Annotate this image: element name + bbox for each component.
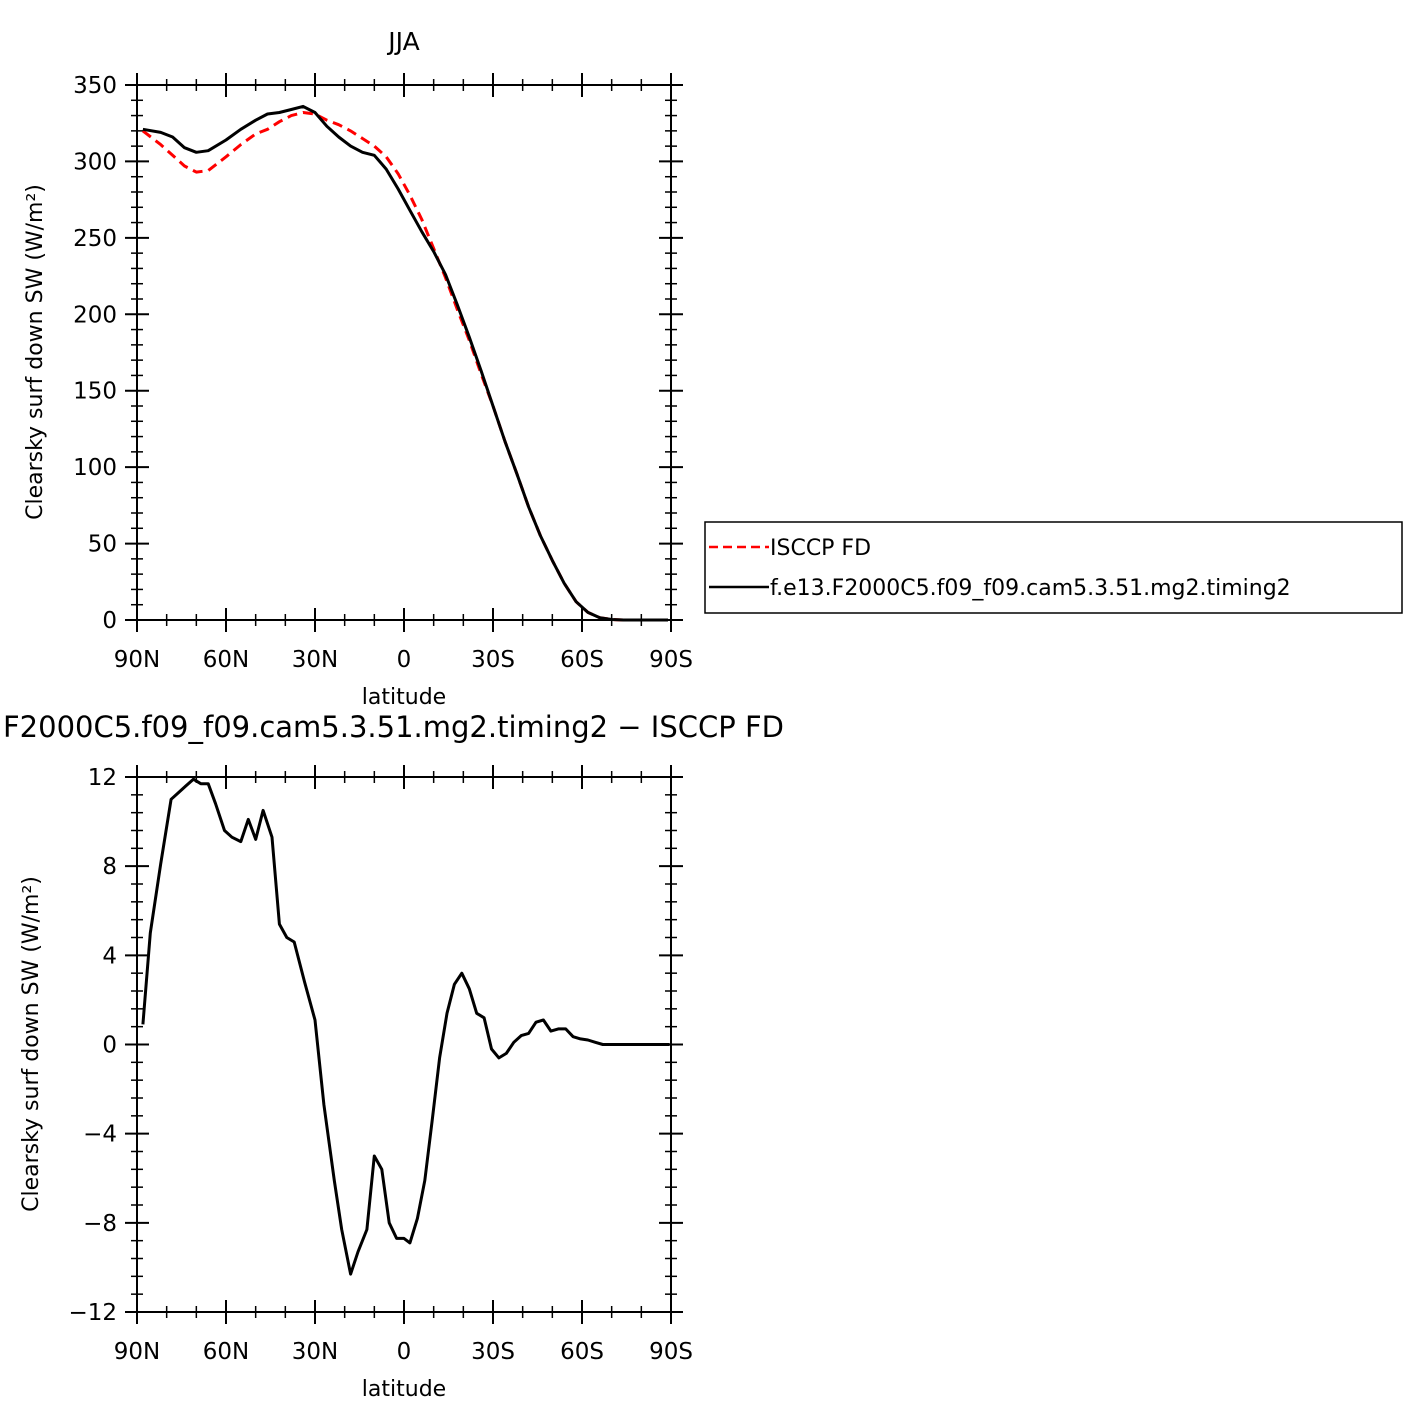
top-ytick-label: 150	[73, 379, 117, 405]
top-xtick-label: 90N	[114, 647, 160, 673]
legend-label-isccp: ISCCP FD	[770, 536, 871, 561]
top-xtick-label: 30N	[292, 647, 338, 673]
bottom-ytick-label: 8	[102, 854, 117, 880]
bottom-xtick-label: 90N	[114, 1339, 160, 1365]
bottom-ytick-label: 0	[102, 1033, 117, 1059]
top-ytick-label: 50	[88, 532, 117, 558]
bottom-xtick-label: 60S	[560, 1339, 604, 1365]
top-plot-frame	[136, 84, 672, 621]
bottom-ytick-label: −4	[83, 1122, 117, 1148]
top-y-tick-labels: 0 50 100 150 200 250 300 350	[73, 73, 117, 634]
bottom-ytick-label: 12	[88, 765, 117, 791]
bottom-x-tick-labels: 90N 60N 30N 0 30S 60S 90S	[114, 1339, 693, 1365]
top-ytick-label: 350	[73, 73, 117, 99]
top-ytick-label: 250	[73, 226, 117, 252]
top-y-axis-label: Clearsky surf down SW (W/m²)	[23, 184, 48, 520]
top-series-lines	[141, 104, 668, 622]
top-panel: JJA 0 50 100 150 200 250 300 350 90N 60N 30N 0 30S 6…	[23, 27, 693, 710]
top-axis-ticks	[125, 73, 683, 632]
top-series-line-1	[142, 104, 668, 622]
bottom-series-line-0	[141, 777, 670, 1276]
top-x-axis-label: latitude	[362, 685, 446, 710]
bottom-series-lines	[141, 777, 670, 1276]
top-chart-title: JJA	[386, 27, 419, 56]
bottom-xtick-label: 90S	[649, 1339, 693, 1365]
bottom-xtick-label: 60N	[203, 1339, 249, 1365]
legend-label-model: f.e13.F2000C5.f09_f09.cam5.3.51.mg2.timi…	[770, 576, 1291, 601]
bottom-chart-title: F2000C5.f09_f09.cam5.3.51.mg2.timing2 − …	[3, 710, 784, 744]
top-x-tick-labels: 90N 60N 30N 0 30S 60S 90S	[114, 647, 693, 673]
top-xtick-label: 60N	[203, 647, 249, 673]
top-series-line-0	[141, 111, 668, 622]
top-ytick-label: 300	[73, 149, 117, 175]
bottom-ytick-label: 4	[102, 943, 117, 969]
bottom-xtick-label: 30N	[292, 1339, 338, 1365]
legend: ISCCP FD f.e13.F2000C5.f09_f09.cam5.3.51…	[704, 521, 1403, 614]
top-xtick-label: 60S	[560, 647, 604, 673]
bottom-xtick-label: 30S	[471, 1339, 515, 1365]
bottom-panel: F2000C5.f09_f09.cam5.3.51.mg2.timing2 − …	[3, 710, 784, 1402]
bottom-ytick-label: −8	[83, 1211, 117, 1237]
bottom-ytick-label: −12	[68, 1300, 117, 1326]
top-ytick-label: 200	[73, 302, 117, 328]
top-xtick-label: 90S	[649, 647, 693, 673]
top-xtick-label: 0	[397, 647, 412, 673]
bottom-x-axis-label: latitude	[362, 1377, 446, 1402]
legend-box	[704, 521, 1403, 614]
bottom-y-axis-label: Clearsky surf down SW (W/m²)	[19, 876, 44, 1212]
top-ytick-label: 100	[73, 455, 117, 481]
top-xtick-label: 30S	[471, 647, 515, 673]
bottom-xtick-label: 0	[397, 1339, 412, 1365]
top-ytick-label: 0	[102, 608, 117, 634]
bottom-plot-frame	[136, 776, 672, 1313]
bottom-y-tick-labels: −12 −8 −4 0 4 8 12	[68, 765, 117, 1326]
